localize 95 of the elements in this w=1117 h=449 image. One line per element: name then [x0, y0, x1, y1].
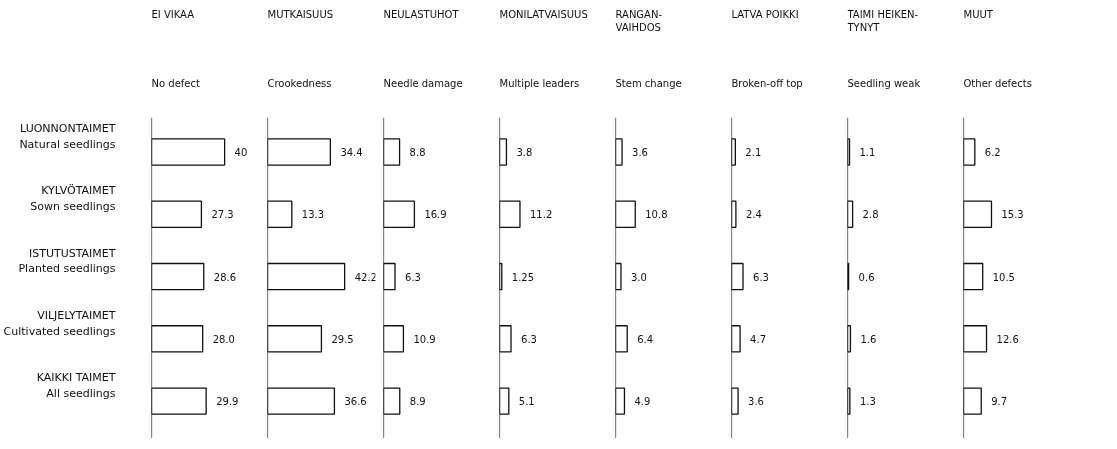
data-label: 3.6: [748, 396, 764, 408]
bar: [963, 138, 976, 166]
bar: [151, 200, 203, 228]
data-label: 6.4: [637, 333, 654, 345]
bar: [963, 262, 984, 291]
chart-title: MUUT: [963, 8, 994, 20]
bar: [383, 325, 405, 353]
bar: [963, 387, 982, 415]
data-label: 34.4: [340, 146, 363, 158]
chart-title: EI VIKAA: [151, 8, 195, 20]
data-label: 6.3: [753, 271, 769, 283]
chart-subtitle: Multiple leaders: [499, 77, 580, 89]
data-label: 1.25: [511, 271, 535, 283]
data-label: 3.6: [632, 146, 648, 158]
data-label: 9.7: [991, 396, 1008, 408]
bar: [267, 200, 293, 228]
data-label: 29.9: [216, 396, 239, 408]
data-label: 36.6: [344, 396, 367, 408]
bar: [615, 262, 622, 291]
chart-subtitle: Needle damage: [383, 77, 463, 89]
data-label: 16.9: [424, 209, 447, 221]
text: Seedling weak: [847, 77, 921, 89]
bar: [963, 200, 993, 228]
bar: [499, 325, 512, 353]
bar: [615, 325, 628, 353]
bar: [151, 262, 205, 291]
chart-subtitle: Stem change: [615, 77, 682, 89]
y-tick-label: ISTUTUSTAIMET Planted seedlings: [18, 246, 116, 276]
data-label: 15.3: [1001, 209, 1024, 221]
y-tick-label: KYLVÖTAIMET Sown seedlings: [30, 184, 116, 213]
data-label: 6.2: [984, 146, 1001, 158]
bar: [267, 387, 336, 415]
y-tick-label: VILJELYTAIMET Cultivated seedlings: [3, 308, 116, 338]
data-label: 2.8: [862, 209, 879, 221]
data-label: 28.0: [212, 333, 235, 345]
data-label: 3.8: [516, 146, 533, 158]
bar: [615, 387, 626, 415]
text: TAIMI HEIKEN- TYNYT: [846, 8, 919, 33]
bar: [267, 262, 346, 291]
bar: [731, 262, 744, 291]
y-tick-label: KAIKKI TAIMET All seedlings: [36, 371, 116, 400]
data-label: 27.3: [211, 209, 234, 221]
bar: [615, 138, 623, 166]
bar: [383, 262, 396, 291]
data-label: 12.6: [996, 333, 1019, 345]
bar: [499, 387, 510, 415]
bar: [267, 138, 332, 166]
data-label: 4.9: [634, 396, 651, 408]
data-label: 28.6: [213, 271, 237, 283]
bar: [499, 138, 508, 166]
bar: [615, 200, 636, 228]
data-label: 42.2: [354, 271, 377, 283]
data-label: 1.3: [859, 396, 876, 408]
data-label: 5.1: [518, 396, 535, 408]
chart-subtitle: Other defects: [963, 77, 1032, 89]
bar: [731, 387, 739, 415]
data-label: 11.2: [529, 209, 553, 221]
data-label: 40: [234, 146, 248, 158]
data-label: 8.9: [409, 396, 426, 408]
bar: [151, 325, 204, 353]
bar: [383, 387, 401, 415]
data-label: 1.1: [859, 146, 876, 158]
data-label: 6.3: [521, 333, 537, 345]
text: MONILATVAISUUS: [499, 8, 588, 20]
bar: [731, 200, 737, 228]
data-label: 10.8: [645, 209, 668, 221]
data-label: 10.5: [992, 271, 1015, 283]
bar: [499, 200, 521, 228]
data-label: 1.6: [860, 333, 877, 345]
chart-subtitle: Crookedness: [267, 77, 332, 89]
data-label: 29.5: [331, 333, 354, 345]
data-label: 13.3: [301, 209, 325, 221]
chart-title: NEULASTUHOT: [383, 8, 460, 20]
y-tick-label: LUONNONTAIMET Natural seedlings: [19, 122, 116, 151]
data-label: 4.7: [750, 333, 766, 345]
data-label: 8.8: [409, 146, 426, 158]
text: Broken-off top: [731, 77, 803, 89]
chart-subtitle: No defect: [151, 77, 200, 89]
bar: [383, 200, 416, 228]
data-label: 2.1: [745, 146, 762, 158]
data-label: 0.6: [858, 271, 875, 283]
chart-title: MUTKAISUUS: [267, 8, 334, 20]
data-label: 2.4: [745, 209, 762, 221]
bar: [731, 138, 736, 166]
bar: [731, 325, 741, 353]
data-label: 3.0: [630, 271, 647, 283]
data-label: 10.9: [413, 333, 436, 345]
bar: [963, 325, 988, 353]
bar: [151, 138, 226, 166]
bar: [151, 387, 207, 415]
bar: [267, 325, 323, 353]
chart-title: RANGAN- VAIHDOS: [615, 8, 663, 33]
data-label: 6.3: [405, 271, 421, 283]
text: LATVA POIKKI: [731, 8, 799, 20]
bar: [383, 138, 401, 166]
